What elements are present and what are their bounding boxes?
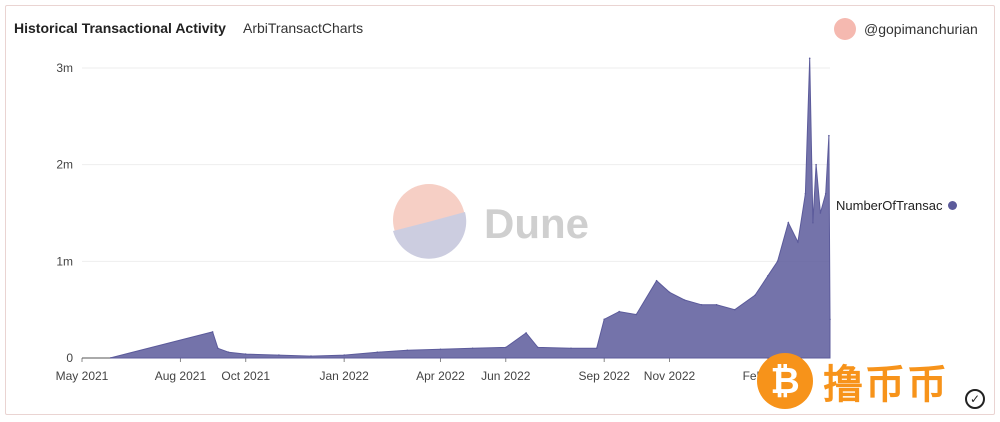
x-tick-label: Oct 2021 <box>221 369 270 383</box>
x-tick-label: Jun 2022 <box>481 369 531 383</box>
x-tick-label: Aug 2021 <box>155 369 207 383</box>
data-point <box>595 347 598 350</box>
x-tick-label: May 2021 <box>56 369 109 383</box>
data-point <box>767 275 769 277</box>
data-point <box>635 313 638 316</box>
data-point <box>406 349 409 352</box>
dune-logo-bottom-icon <box>393 212 467 259</box>
chart-subtitle: ArbiTransactCharts <box>243 20 364 36</box>
data-point <box>776 260 779 263</box>
x-tick-label: Sep 2022 <box>579 369 631 383</box>
x-tick-label: Jan 2022 <box>319 369 369 383</box>
data-point <box>537 346 539 349</box>
legend[interactable]: NumberOfTransac <box>836 198 958 213</box>
data-point <box>815 163 817 166</box>
data-point <box>227 351 230 354</box>
data-point <box>570 347 572 350</box>
data-point <box>812 221 814 224</box>
data-point <box>244 353 247 355</box>
legend-dot-icon <box>948 201 958 210</box>
data-point <box>618 310 620 313</box>
watermark-text: 撸币币 <box>823 362 949 408</box>
site-watermark: ₿ 撸币币 <box>757 352 949 410</box>
y-tick-label: 0 <box>66 351 73 365</box>
data-point <box>829 318 831 321</box>
data-point <box>828 134 830 137</box>
y-tick-label: 3m <box>56 61 73 75</box>
data-point <box>343 354 346 356</box>
data-point <box>603 318 605 321</box>
data-point <box>471 347 474 350</box>
y-axis-ticks: 0 1m 2m 3m <box>56 61 73 365</box>
plot-area <box>110 57 831 359</box>
avatar <box>834 18 856 40</box>
data-point <box>310 355 312 357</box>
data-point <box>668 291 671 294</box>
data-point <box>715 304 718 306</box>
chart-title: Historical Transactional Activity <box>14 20 226 36</box>
data-point <box>797 241 799 243</box>
data-point <box>819 212 822 214</box>
data-point <box>804 192 807 195</box>
author-name: @gopimanchurian <box>864 21 978 37</box>
data-point <box>683 299 686 301</box>
x-axis-ticks: May 2021 Aug 2021 Oct 2021 Jan 2022 Apr 2022… <box>56 357 830 383</box>
data-point <box>217 347 219 350</box>
data-point <box>505 346 507 349</box>
dune-watermark: Dune <box>393 184 589 259</box>
author-badge[interactable]: @gopimanchurian <box>834 18 978 40</box>
data-point <box>376 351 379 354</box>
data-point <box>734 308 736 311</box>
y-tick-label: 2m <box>56 158 73 172</box>
data-point <box>278 354 280 356</box>
data-point <box>700 304 703 306</box>
dune-wordmark: Dune <box>484 200 589 247</box>
bitcoin-coin-icon: ₿ <box>757 353 813 409</box>
data-point <box>211 331 214 333</box>
data-point <box>754 294 756 297</box>
x-tick-label: Nov 2022 <box>644 369 696 383</box>
data-point <box>655 279 658 282</box>
y-tick-label: 1m <box>56 254 73 268</box>
data-point <box>824 192 827 195</box>
data-point <box>787 221 790 224</box>
check-icon: ✓ <box>965 389 985 409</box>
data-point <box>808 57 811 60</box>
data-point <box>110 357 112 359</box>
data-point <box>439 348 442 351</box>
legend-label: NumberOfTransac <box>836 198 943 213</box>
series-area-numberoftransac[interactable] <box>110 58 831 359</box>
data-point <box>525 332 527 334</box>
x-tick-label: Apr 2022 <box>416 369 465 383</box>
